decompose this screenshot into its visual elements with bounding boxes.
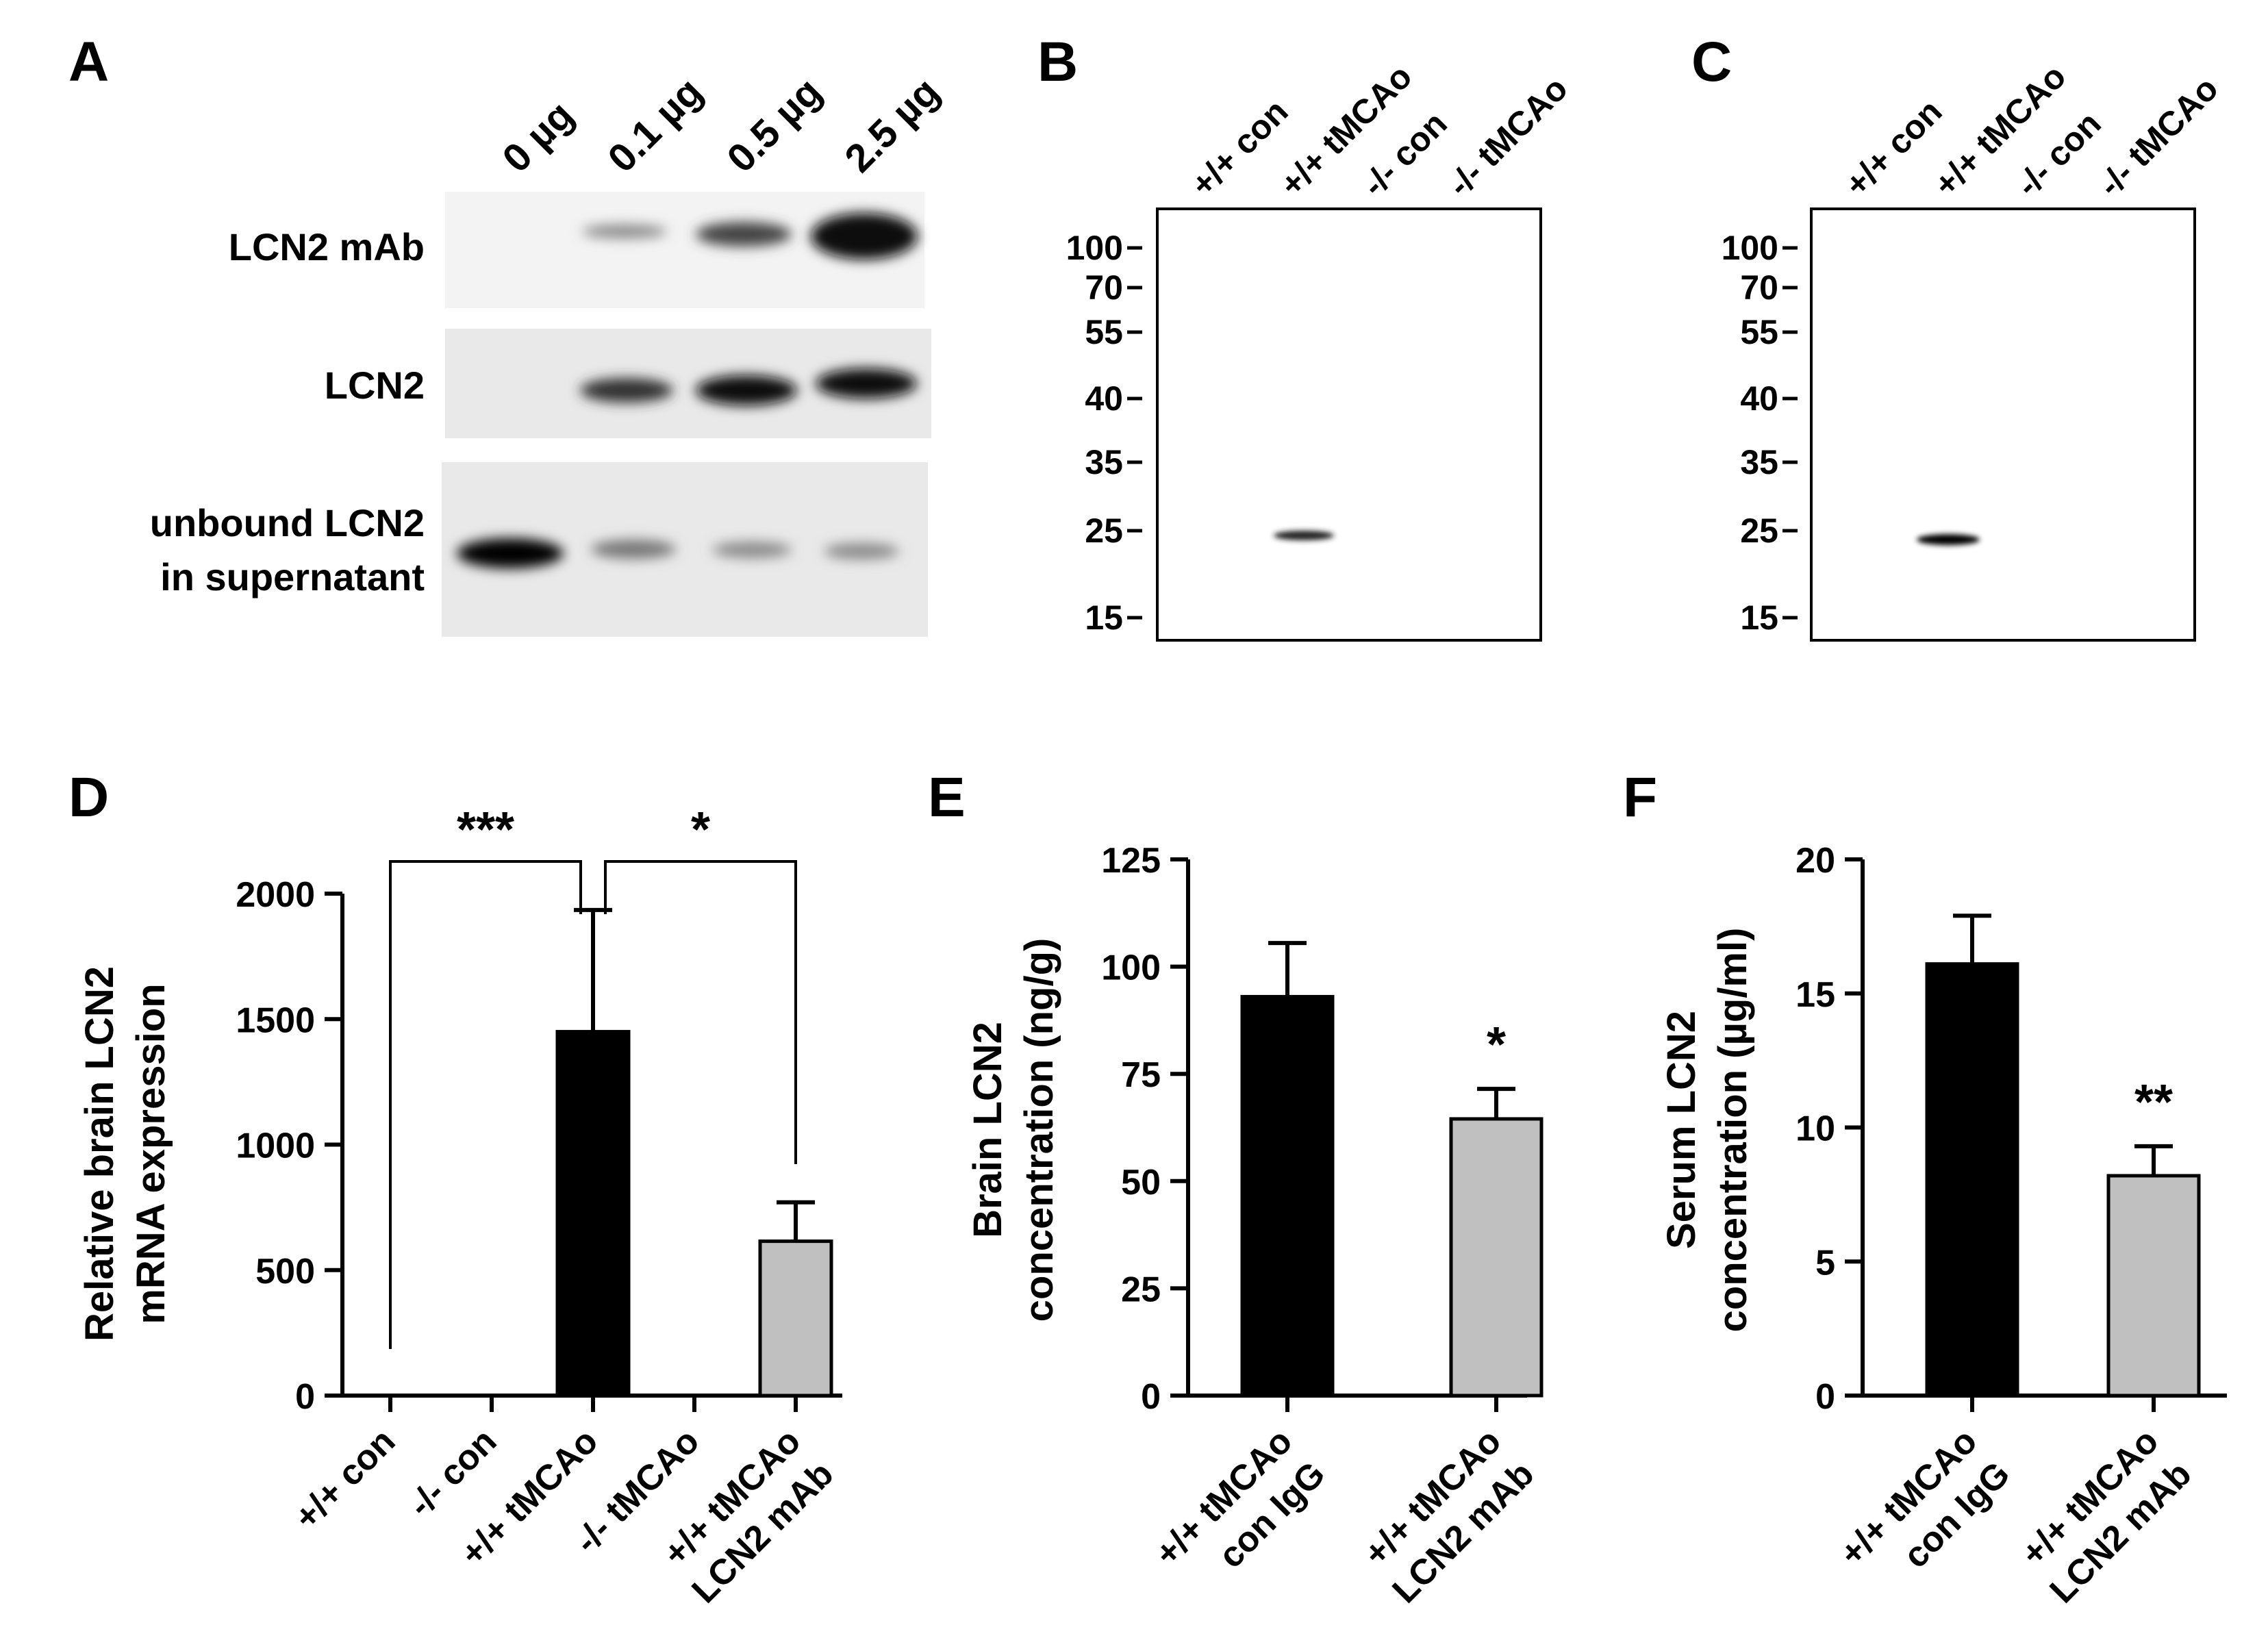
d-ytick-label-500: 500: [255, 1252, 315, 1291]
lane-label-0-5ug: 0.5 µg: [718, 69, 830, 181]
row-label-unbound: unbound LCN2: [150, 501, 425, 544]
e-bar-0: [1240, 994, 1335, 1398]
band-mab-0-1ug: [582, 225, 667, 238]
lane-label-b-1: +/+ con: [1183, 92, 1295, 203]
band-lcn2-0-1ug: [580, 378, 673, 403]
lane-label-2-5ug: 2.5 µg: [836, 69, 948, 181]
marker-label-15: 15: [1740, 598, 1778, 637]
d-bar-4: [758, 1239, 833, 1398]
marker-label-100: 100: [1722, 229, 1778, 267]
f-ytick-label-20: 20: [1796, 841, 1835, 881]
f-bar-0: [1925, 962, 2019, 1398]
f-ytick-label-10: 10: [1796, 1109, 1835, 1149]
marker-label-40: 40: [1085, 379, 1123, 418]
marker-label-15: 15: [1085, 598, 1123, 637]
marker-label-70: 70: [1085, 268, 1123, 307]
f-ytick-label-15: 15: [1796, 975, 1835, 1015]
e-ytick-label-75: 75: [1121, 1055, 1161, 1095]
e-ytick-label-100: 100: [1101, 948, 1161, 988]
e-ytick-label-125: 125: [1101, 841, 1161, 881]
d-ylabel-1: Relative brain LCN2: [77, 966, 122, 1341]
f-ylabel-2: concentration (µg/ml): [1711, 928, 1755, 1333]
e-ytick-label-50: 50: [1121, 1163, 1161, 1202]
marker-label-25: 25: [1740, 512, 1778, 550]
f-ytick-label-5: 5: [1815, 1243, 1835, 1283]
d-ytick-label-0: 0: [295, 1377, 315, 1417]
marker-label-40: 40: [1740, 379, 1778, 418]
panel-a: A 0 µg 0.1 µg 0.5 µg 2.5 µg LCN2 mAb LCN…: [68, 31, 948, 637]
d-ytick-label-1000: 1000: [236, 1126, 315, 1166]
marker-label-25: 25: [1085, 512, 1123, 550]
band-lcn2-2-5ug: [816, 368, 917, 399]
marker-label-100: 100: [1066, 229, 1123, 267]
panel-f: F Serum LCN2 concentration (µg/ml) 0 5 10 1…: [1623, 766, 2227, 1611]
band-unbound-0-1ug: [591, 540, 676, 559]
d-ytick-label-2000: 2000: [236, 875, 315, 915]
row-label-lcn2-mab: LCN2 mAb: [229, 225, 425, 268]
e-ytick-label-25: 25: [1121, 1270, 1161, 1309]
d-sig-label-1: *: [691, 803, 710, 857]
blot-frame-c: [1810, 207, 2196, 642]
e-bar-1: [1449, 1117, 1544, 1398]
marker-label-35: 35: [1740, 443, 1778, 481]
marker-label-70: 70: [1740, 268, 1778, 307]
e-star-1: *: [1487, 1018, 1506, 1072]
panel-c: C +/+ con +/+ tMCAo -/- con -/- tMCAo 10…: [1691, 31, 2226, 642]
band-unbound-2-5ug: [824, 543, 899, 559]
marker-label-55: 55: [1085, 313, 1123, 351]
blot-frame-b: [1156, 207, 1542, 642]
lane-label-0ug: 0 µg: [494, 92, 582, 181]
band-unbound-0-5ug: [712, 542, 792, 558]
e-ylabel-2: concentration (ng/g): [1017, 938, 1061, 1322]
f-bar-1: [2106, 1174, 2201, 1398]
d-sig-bracket-1: [604, 860, 797, 1164]
panel-b: B +/+ con +/+ tMCAo -/- con -/- tMCAo 10…: [1037, 31, 1575, 642]
panel-b-label: B: [1037, 31, 1078, 93]
row-label-lcn2: LCN2: [325, 364, 425, 407]
lane-label-c-4: -/- tMCAo: [2091, 69, 2226, 204]
d-xlabel-0-0: +/+ con: [287, 1421, 403, 1537]
d-ytick-label-1500: 1500: [236, 1000, 315, 1040]
panel-a-label: A: [68, 31, 109, 93]
band-mab-0-5ug: [696, 222, 792, 247]
f-star-1: **: [2134, 1075, 2173, 1130]
e-ylabel-1: Brain LCN2: [966, 1022, 1010, 1238]
lane-label-b-4: -/- tMCAo: [1440, 69, 1575, 204]
row-label-supernatant: in supernatant: [160, 555, 425, 598]
band-mab-2-5ug: [811, 213, 918, 260]
band-c-tmcao: [1917, 534, 1980, 545]
d-ylabel-2: mRNA expression: [129, 983, 173, 1324]
lane-label-c-1: +/+ con: [1837, 92, 1949, 203]
panel-d-label: D: [68, 766, 109, 829]
f-ylabel-1: Serum LCN2: [1659, 1011, 1704, 1249]
e-ytick-label-0: 0: [1141, 1377, 1161, 1417]
panel-e: E Brain LCN2 concentration (ng/g) 0 25 50 7…: [928, 766, 1544, 1611]
panel-e-label: E: [928, 766, 966, 829]
lane-label-0-1ug: 0.1 µg: [599, 69, 711, 181]
marker-label-35: 35: [1085, 443, 1123, 481]
d-sig-label-0: ***: [457, 803, 514, 857]
f-ytick-label-0: 0: [1815, 1377, 1835, 1417]
panel-c-label: C: [1691, 31, 1732, 93]
marker-label-55: 55: [1740, 313, 1778, 351]
panel-d: D Relative brain LCN2 mRNA expression 0 5…: [68, 766, 842, 1611]
d-sig-bracket-0: [389, 860, 582, 1349]
d-bar-2: [555, 1030, 631, 1398]
band-lcn2-0-5ug: [696, 375, 797, 405]
band-b-tmcao: [1274, 531, 1334, 540]
band-unbound-0ug: [457, 538, 564, 568]
panel-f-label: F: [1623, 766, 1657, 829]
